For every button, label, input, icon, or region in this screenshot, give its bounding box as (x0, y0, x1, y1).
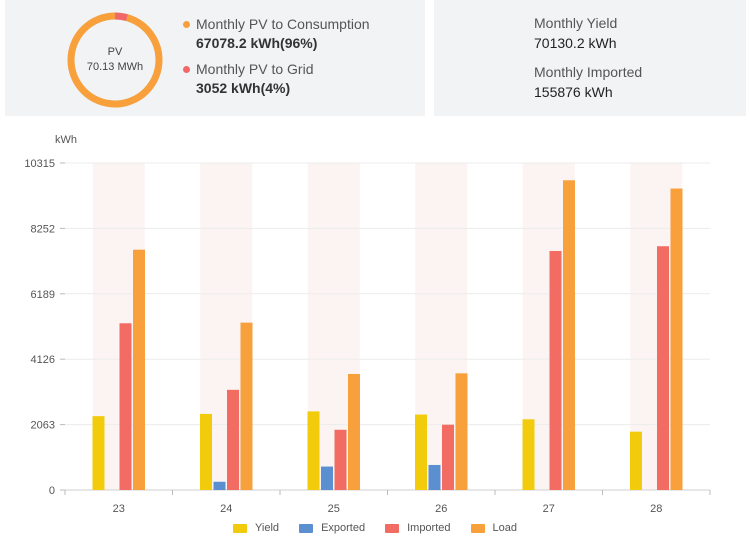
stat-value: 155876 kWh (534, 84, 613, 100)
bar-exported-24[interactable] (213, 481, 226, 490)
legend-item-exported[interactable]: Exported (299, 522, 365, 534)
x-tick-label: 28 (650, 503, 662, 515)
x-tick-label: 25 (328, 503, 340, 515)
legend-swatch (470, 523, 485, 533)
bar-exported-25[interactable] (321, 466, 333, 490)
stat-monthly-imported: Monthly Imported 155876 kWh (534, 64, 642, 100)
bar-yield-26[interactable] (415, 414, 427, 490)
legend-label: Monthly PV to Consumption (196, 16, 370, 32)
pv-donut-chart (67, 12, 163, 108)
x-tick-label: 23 (113, 503, 125, 515)
legend-pv-to-consumption: Monthly PV to Consumption 67078.2 kWh(96… (183, 16, 370, 51)
pv-summary-card: PV 70.13 MWh Monthly PV to Consumption 6… (5, 0, 425, 116)
legend-value: 67078.2 kWh(96%) (196, 35, 318, 51)
legend-item-yield[interactable]: Yield (233, 522, 279, 534)
bar-load-24[interactable] (240, 322, 253, 490)
legend-dot-consumption (183, 20, 190, 28)
bar-exported-26[interactable] (428, 464, 441, 490)
y-tick-label: 2063 (31, 420, 55, 432)
legend-dot-grid (183, 65, 190, 73)
legend-item-label: Exported (321, 522, 366, 534)
bar-yield-27[interactable] (522, 419, 535, 490)
donut-title: PV (107, 46, 123, 58)
y-axis-unit-label: kWh (55, 134, 77, 146)
legend-swatch (299, 523, 314, 533)
bar-load-27[interactable] (563, 180, 575, 490)
legend-pv-to-grid: Monthly PV to Grid 3052 kWh(4%) (183, 61, 314, 96)
stat-label: Monthly Yield (534, 15, 618, 31)
bar-yield-28[interactable] (630, 431, 642, 490)
bar-load-23[interactable] (133, 249, 145, 490)
bar-imported-26[interactable] (442, 424, 454, 490)
y-tick-label: 10315 (24, 158, 55, 170)
legend-swatch (233, 523, 247, 533)
legend-swatch (385, 523, 400, 533)
daily-energy-bar-chart: kWh 0 2063 4126 6189 8252 10315 23 24 25 26 27 28 (24, 134, 711, 515)
stat-label: Monthly Imported (534, 64, 643, 80)
bar-imported-23[interactable] (119, 323, 132, 490)
donut-value: 70.13 MWh (86, 61, 144, 73)
x-tick-label: 24 (220, 503, 232, 515)
legend-item-load[interactable]: Load (470, 522, 517, 534)
stat-monthly-yield: Monthly Yield 70130.2 kWh (534, 15, 617, 51)
y-tick-label: 8252 (31, 223, 55, 235)
y-tick-label: 6189 (31, 289, 55, 301)
legend-item-label: Yield (255, 522, 280, 534)
donut-center-label: PV 70.13 MWh (65, 10, 165, 110)
y-tick-label: 0 (49, 485, 55, 497)
legend-item-label: Load (492, 522, 517, 534)
monthly-stats-card: Monthly Yield 70130.2 kWh Monthly Import… (434, 0, 746, 116)
bar-imported-27[interactable] (549, 250, 562, 490)
x-tick-label: 27 (543, 503, 555, 515)
bar-yield-24[interactable] (200, 413, 212, 490)
legend-value: 3052 kWh(4%) (196, 80, 291, 96)
legend-item-imported[interactable]: Imported (385, 522, 451, 534)
bar-load-26[interactable] (455, 373, 468, 490)
legend-label: Monthly PV to Grid (196, 61, 314, 77)
bar-load-25[interactable] (348, 373, 360, 490)
bar-yield-23[interactable] (92, 416, 105, 490)
bar-yield-25[interactable] (307, 411, 320, 490)
legend-item-label: Imported (407, 522, 451, 534)
donut-segment-grid (67, 12, 163, 108)
bar-load-28[interactable] (670, 188, 683, 490)
y-tick-label: 4126 (31, 354, 55, 366)
chart-legend: Yield Exported Imported Load (0, 522, 750, 534)
stat-value: 70130.2 kWh (534, 35, 617, 51)
x-tick-label: 26 (435, 503, 447, 515)
bar-imported-28[interactable] (657, 246, 669, 490)
bar-imported-24[interactable] (227, 389, 239, 490)
bar-imported-25[interactable] (334, 429, 347, 490)
